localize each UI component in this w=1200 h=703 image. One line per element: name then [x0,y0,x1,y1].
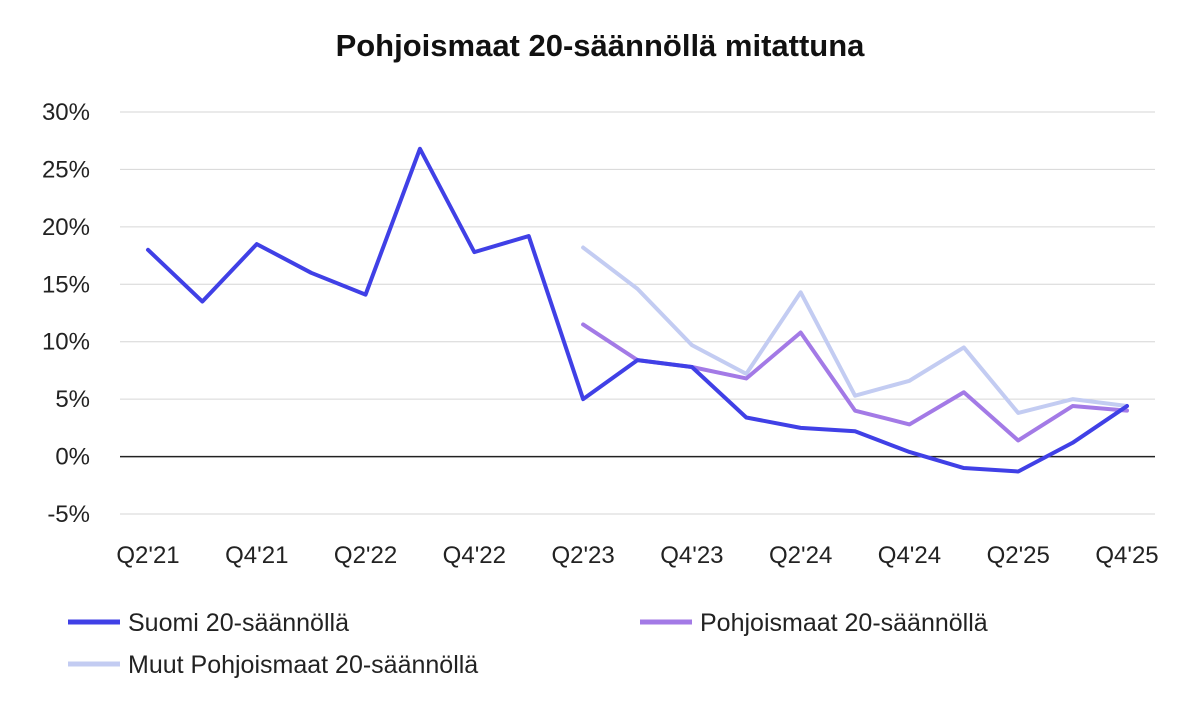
x-tick-label: Q2'25 [987,542,1050,569]
x-axis-ticks: Q2'21 Q4'21 Q2'22 Q4'22 Q2'23 Q4'23 Q2'24 Q4'24… [116,542,1158,569]
y-tick-label: 0% [55,444,90,471]
series-line-1 [146,146,1129,474]
legend-label: Pohjoismaat 20-säännöllä [700,609,988,637]
x-tick-label: Q2'22 [334,542,397,569]
x-tick-label: Q4'22 [443,542,506,569]
y-tick-label: 10% [42,329,90,356]
x-tick-label: Q4'21 [225,542,288,569]
legend-label: Suomi 20-säännöllä [128,609,349,637]
x-tick-label: Q2'24 [769,542,832,569]
series-lines [146,146,1129,474]
x-tick-label: Q4'25 [1095,542,1158,569]
legend-label: Muut Pohjoismaat 20-säännöllä [128,651,478,679]
x-tick-label: Q2'23 [551,542,614,569]
y-tick-label: 20% [42,214,90,241]
x-tick-label: Q2'21 [116,542,179,569]
y-tick-label: 30% [42,99,90,126]
y-tick-label: 5% [55,386,90,413]
x-tick-label: Q4'24 [878,542,941,569]
gridlines [120,111,1155,515]
y-axis-ticks: 30% 25% 20% 15% 10% 5% 0% -5% [42,99,90,528]
chart-title: Pohjoismaat 20-säännöllä mitattuna [336,28,866,63]
y-tick-label: 15% [42,271,90,298]
y-tick-label: 25% [42,156,90,183]
legend: Suomi 20-säännöllä Pohjoismaat 20-säännöl… [68,609,988,679]
y-tick-label: -5% [47,501,90,528]
series-line-3 [581,245,1129,415]
x-tick-label: Q4'23 [660,542,723,569]
